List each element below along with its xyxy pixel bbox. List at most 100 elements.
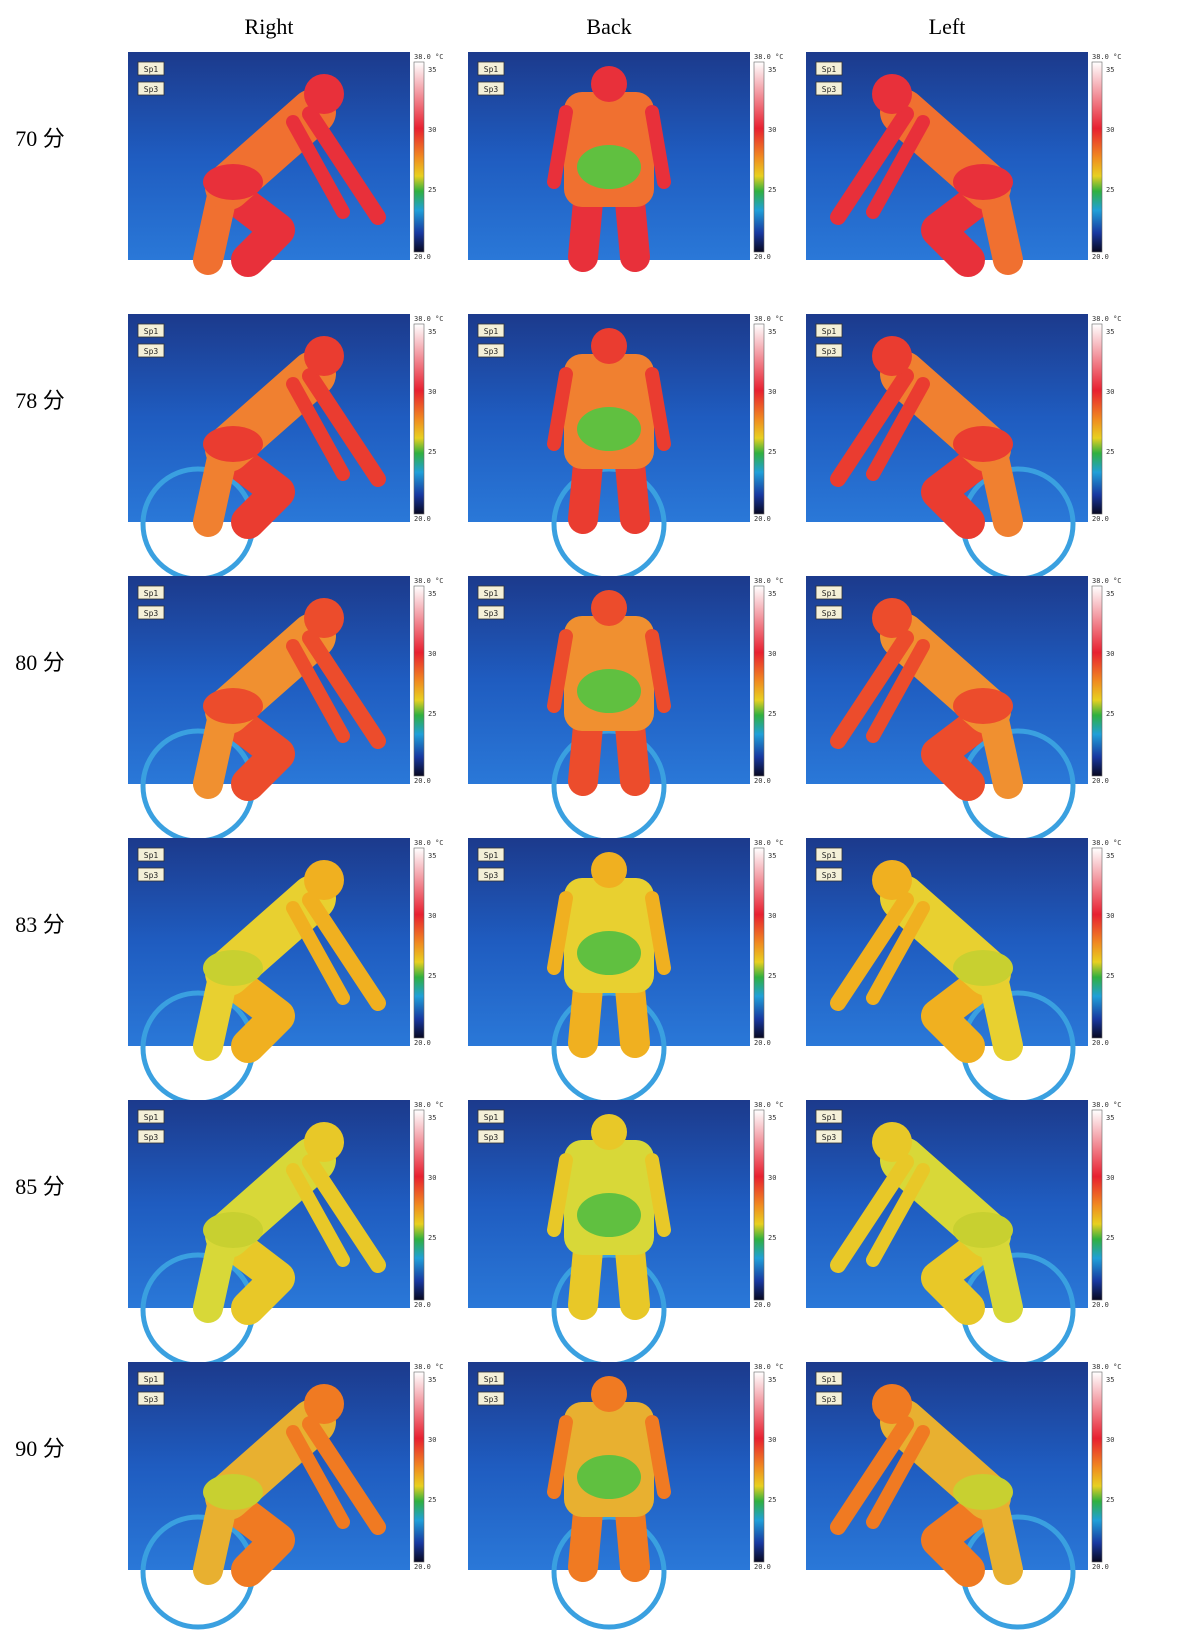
colorbar-tick: 30 [768,126,776,134]
colorbar-scale [414,324,424,514]
shorts [577,1193,641,1237]
figure [554,1114,664,1365]
colorbar-min: 20.0 [754,1563,771,1571]
colorbar-tick: 25 [428,710,436,718]
colorbar-tick: 30 [428,126,436,134]
colorbar-tick: 25 [768,186,776,194]
colorbar: 38.0 °C35302520.0 [414,315,444,523]
colorbar-tick: 25 [428,1496,436,1504]
head [304,1384,344,1424]
colorbar-tick: 35 [768,590,776,598]
shorts [203,1474,263,1510]
thermal-image: Sp1 Sp3 [468,52,750,260]
head [591,852,627,888]
colorbar-min: 20.0 [414,777,431,785]
head [304,598,344,638]
thermal-image: Sp1Sp3 [128,838,410,1103]
colorbar-tick: 25 [768,448,776,456]
colorbar-max: 38.0 °C [414,315,444,323]
shorts [953,426,1013,462]
colorbar-tick: 35 [768,1114,776,1122]
head [304,860,344,900]
colorbar-min: 20.0 [414,515,431,523]
spot-label: Sp3 [144,1395,159,1404]
colorbar-max: 38.0 °C [414,1363,444,1371]
spot-label: Sp3 [822,347,837,356]
shorts [203,950,263,986]
thermal-image: Sp1Sp3 [806,52,1088,260]
head [591,1376,627,1412]
colorbar-tick: 30 [1106,388,1114,396]
colorbar: 38.0 °C35302520.0 [414,1363,444,1571]
head [872,860,912,900]
colorbar-min: 20.0 [754,515,771,523]
colorbar-tick: 25 [768,1496,776,1504]
spot-label: Sp1 [484,327,499,336]
colorbar-tick: 35 [1106,1114,1114,1122]
row-label: 85 分 [15,1174,65,1199]
colorbar-tick: 30 [428,388,436,396]
colorbar: 38.0 °C35302520.0 [754,1101,784,1309]
figure [554,852,664,1103]
colorbar-min: 20.0 [414,1563,431,1571]
colorbar-min: 20.0 [1092,777,1109,785]
colorbar: 38.0 °C35302520.0 [1092,839,1122,1047]
head [872,598,912,638]
colorbar-tick: 35 [768,1376,776,1384]
spot-label: Sp3 [822,85,837,94]
colorbar-tick: 35 [428,590,436,598]
colorbar-tick: 25 [1106,448,1114,456]
colorbar-min: 20.0 [1092,1039,1109,1047]
colorbar: 38.0 °C35302520.0 [754,839,784,1047]
colorbar-tick: 35 [1106,66,1114,74]
shorts [203,164,263,200]
colorbar-scale [754,324,764,514]
colorbar: 38.0 °C35302520.0 [754,315,784,523]
colorbar-tick: 35 [1106,328,1114,336]
thermal-image: Sp1Sp3 [128,314,410,579]
shorts [953,164,1013,200]
colorbar-max: 38.0 °C [754,1363,784,1371]
spot-label: Sp1 [144,65,159,74]
colorbar-scale [1092,62,1102,252]
head [591,1114,627,1150]
colorbar-min: 20.0 [754,1301,771,1309]
colorbar-tick: 25 [428,186,436,194]
colorbar-tick: 35 [1106,852,1114,860]
thermal-image: Sp1Sp3 [128,1362,410,1627]
colorbar-max: 38.0 °C [754,53,784,61]
colorbar-tick: 25 [1106,1496,1114,1504]
spot-label: Sp3 [484,85,499,94]
spot-label: Sp1 [484,65,499,74]
figure [554,1376,664,1627]
head [591,328,627,364]
colorbar-max: 38.0 °C [414,577,444,585]
colorbar-min: 20.0 [1092,253,1109,261]
head [872,336,912,376]
colorbar-tick: 25 [1106,1234,1114,1242]
colorbar-scale [1092,324,1102,514]
head [591,66,627,102]
spot-label: Sp1 [484,1375,499,1384]
colorbar-tick: 25 [428,448,436,456]
figure [554,590,664,841]
colorbar-tick: 30 [1106,912,1114,920]
thermal-image: Sp1Sp3 [806,1100,1088,1365]
thermal-image: Sp1Sp3 [468,1362,750,1627]
shorts [577,1455,641,1499]
colorbar-tick: 30 [768,650,776,658]
thermal-image: Sp1Sp3 [806,1362,1088,1627]
spot-label: Sp3 [484,347,499,356]
head [872,1384,912,1424]
shorts [203,688,263,724]
colorbar-tick: 35 [428,1376,436,1384]
thermal-image: Sp1Sp3 [806,576,1088,841]
colorbar-min: 20.0 [754,777,771,785]
colorbar-scale [1092,848,1102,1038]
figure [554,328,664,579]
colorbar-max: 38.0 °C [414,53,444,61]
head [304,74,344,114]
row-label: 70 分 [15,126,65,151]
